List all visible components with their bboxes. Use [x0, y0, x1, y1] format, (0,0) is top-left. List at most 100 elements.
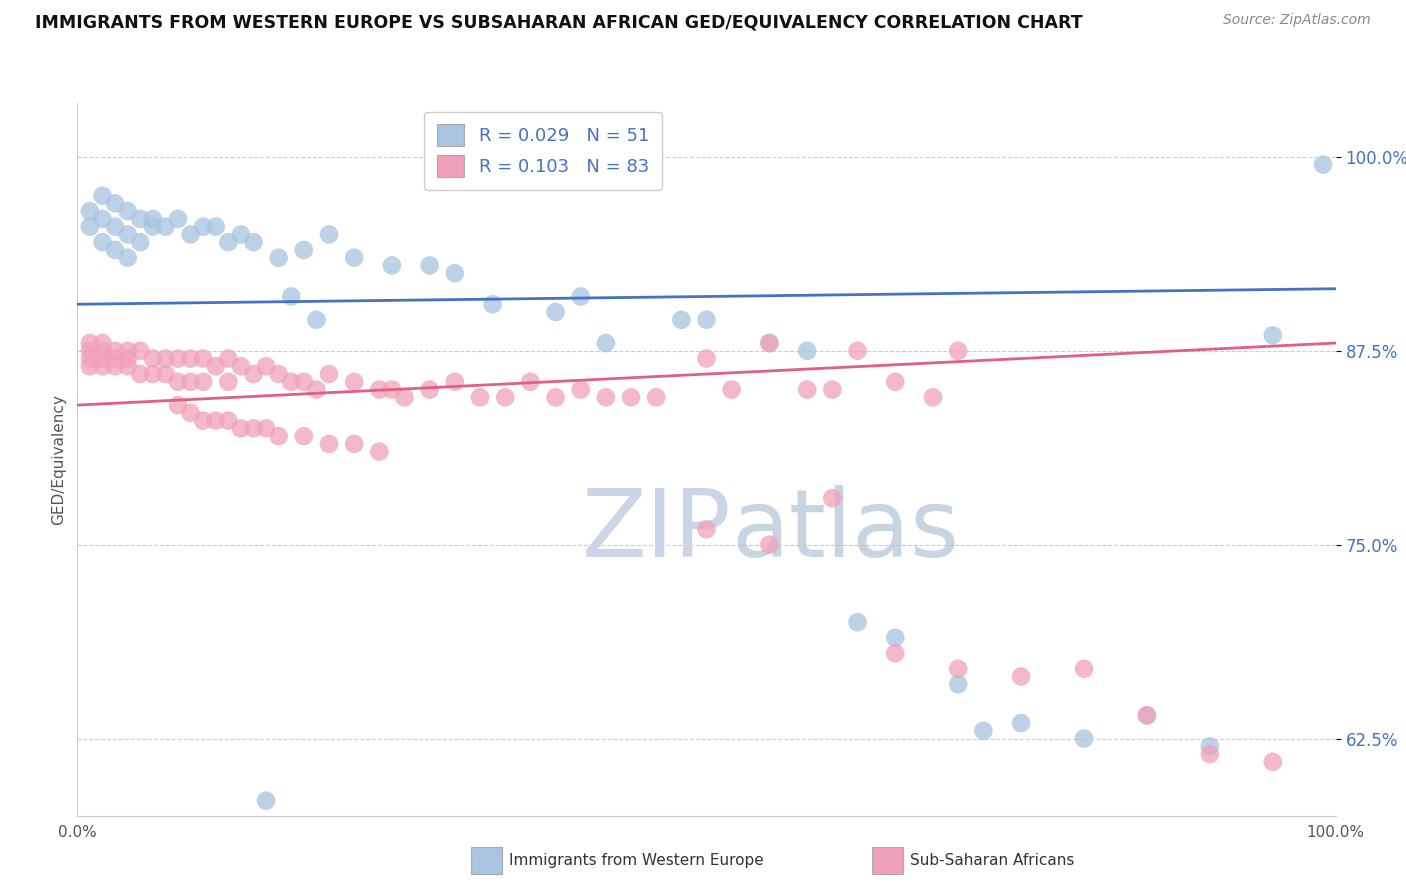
- Point: [142, 219, 165, 234]
- Point: [229, 359, 252, 374]
- Point: [204, 219, 226, 234]
- Point: [155, 219, 177, 234]
- Point: [720, 383, 742, 397]
- Point: [104, 343, 127, 358]
- Point: [155, 351, 177, 366]
- Point: [1198, 747, 1220, 761]
- Point: [129, 235, 152, 250]
- Point: [167, 375, 190, 389]
- Point: [758, 538, 780, 552]
- Point: [217, 414, 239, 428]
- Point: [79, 219, 101, 234]
- Point: [155, 367, 177, 381]
- Point: [204, 359, 226, 374]
- Point: [468, 390, 491, 404]
- Point: [884, 646, 907, 660]
- Text: 0.0%: 0.0%: [58, 825, 97, 840]
- Point: [91, 359, 114, 374]
- Point: [444, 375, 467, 389]
- Point: [91, 188, 114, 202]
- Point: [292, 429, 315, 443]
- Point: [758, 336, 780, 351]
- Point: [758, 336, 780, 351]
- Point: [191, 351, 215, 366]
- Text: IMMIGRANTS FROM WESTERN EUROPE VS SUBSAHARAN AFRICAN GED/EQUIVALENCY CORRELATION: IMMIGRANTS FROM WESTERN EUROPE VS SUBSAH…: [35, 13, 1083, 31]
- Point: [381, 383, 404, 397]
- Point: [180, 406, 202, 420]
- Point: [180, 227, 202, 242]
- Point: [796, 343, 818, 358]
- Point: [292, 243, 315, 257]
- Point: [180, 375, 202, 389]
- Text: Source: ZipAtlas.com: Source: ZipAtlas.com: [1223, 13, 1371, 28]
- Point: [419, 383, 441, 397]
- Point: [117, 227, 139, 242]
- Point: [104, 351, 127, 366]
- Point: [91, 351, 114, 366]
- Point: [117, 204, 139, 219]
- Point: [343, 251, 366, 265]
- Point: [117, 343, 139, 358]
- Point: [129, 367, 152, 381]
- Point: [318, 367, 340, 381]
- Point: [1010, 716, 1032, 731]
- Point: [846, 343, 869, 358]
- Point: [229, 421, 252, 435]
- Point: [620, 390, 643, 404]
- Point: [217, 375, 239, 389]
- Text: ZIP: ZIP: [582, 484, 731, 577]
- Point: [696, 312, 718, 326]
- Point: [1073, 731, 1095, 746]
- Point: [343, 375, 366, 389]
- Point: [180, 351, 202, 366]
- Point: [696, 351, 718, 366]
- Text: atlas: atlas: [731, 484, 960, 577]
- Point: [254, 359, 277, 374]
- Point: [104, 359, 127, 374]
- Point: [242, 421, 264, 435]
- Point: [368, 383, 391, 397]
- Text: Sub-Saharan Africans: Sub-Saharan Africans: [910, 854, 1074, 868]
- Point: [104, 243, 127, 257]
- Point: [79, 336, 101, 351]
- Point: [91, 211, 114, 226]
- Point: [117, 351, 139, 366]
- Point: [595, 390, 617, 404]
- Point: [318, 437, 340, 451]
- Point: [167, 211, 190, 226]
- Point: [922, 390, 945, 404]
- Point: [242, 235, 264, 250]
- Point: [305, 383, 328, 397]
- Point: [91, 336, 114, 351]
- Point: [444, 266, 467, 280]
- Point: [846, 615, 869, 630]
- Point: [948, 343, 970, 358]
- Point: [972, 723, 994, 738]
- Point: [671, 312, 693, 326]
- Point: [104, 219, 127, 234]
- Point: [645, 390, 668, 404]
- Point: [494, 390, 516, 404]
- Text: Immigrants from Western Europe: Immigrants from Western Europe: [509, 854, 763, 868]
- Point: [1010, 669, 1032, 683]
- Point: [343, 437, 366, 451]
- Point: [191, 414, 215, 428]
- Point: [1312, 158, 1334, 172]
- Point: [1261, 755, 1284, 769]
- Point: [305, 312, 328, 326]
- Point: [292, 375, 315, 389]
- Point: [318, 227, 340, 242]
- Point: [280, 375, 302, 389]
- Point: [191, 375, 215, 389]
- Point: [821, 383, 844, 397]
- Point: [948, 662, 970, 676]
- Point: [142, 351, 165, 366]
- Point: [544, 305, 567, 319]
- Point: [1136, 708, 1159, 723]
- Point: [254, 421, 277, 435]
- Point: [79, 343, 101, 358]
- Point: [821, 491, 844, 505]
- Point: [91, 235, 114, 250]
- Point: [117, 251, 139, 265]
- Point: [204, 414, 226, 428]
